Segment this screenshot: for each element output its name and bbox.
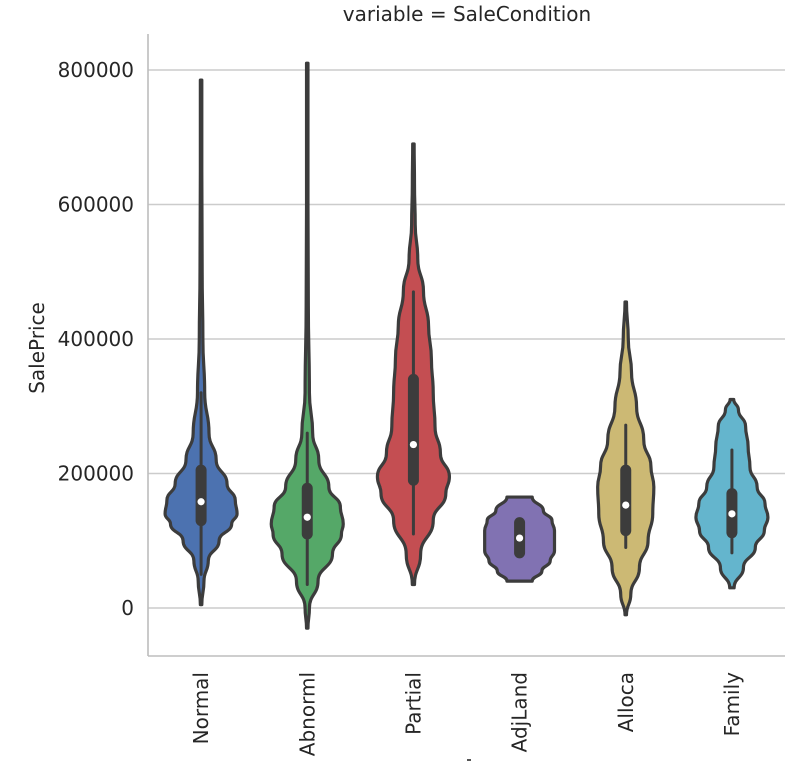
chart-title: variable = SaleCondition [343,2,591,26]
y-tick-label: 0 [121,596,134,620]
violin-adjland [483,495,557,583]
violin-body [269,61,345,630]
violin-median-dot [622,501,630,509]
y-axis-label: SalePrice [25,302,49,394]
violin-normal [163,78,239,607]
y-tick-label: 800000 [58,58,134,82]
x-tick-labels: Normal Abnorml Partial AdjLand Alloca Family [189,672,744,756]
x-tick-label: AdjLand [508,672,532,752]
violin-family [694,397,770,590]
violin-median-dot [409,440,418,449]
violin-abnorml [269,61,345,630]
y-tick-labels: 0 200000 400000 600000 800000 [58,58,134,620]
violin-median-dot [515,534,524,542]
y-gridlines [148,69,785,609]
x-tick-label: Partial [401,672,425,735]
violin-median-dot [728,510,736,518]
y-tick-label: 600000 [58,193,134,217]
violin-median-dot [197,498,205,506]
x-tick-label: Normal [189,672,213,744]
x-tick-label: Abnorml [295,672,319,756]
violin-alloca [596,300,656,617]
violins [163,61,770,630]
violin-median-dot [303,513,311,521]
violin-body [163,78,239,607]
y-tick-label: 400000 [58,327,134,351]
x-tick-label: Family [720,672,744,737]
violin-partial [375,142,452,587]
x-tick-label: Alloca [614,672,638,732]
y-tick-label: 200000 [58,462,134,486]
